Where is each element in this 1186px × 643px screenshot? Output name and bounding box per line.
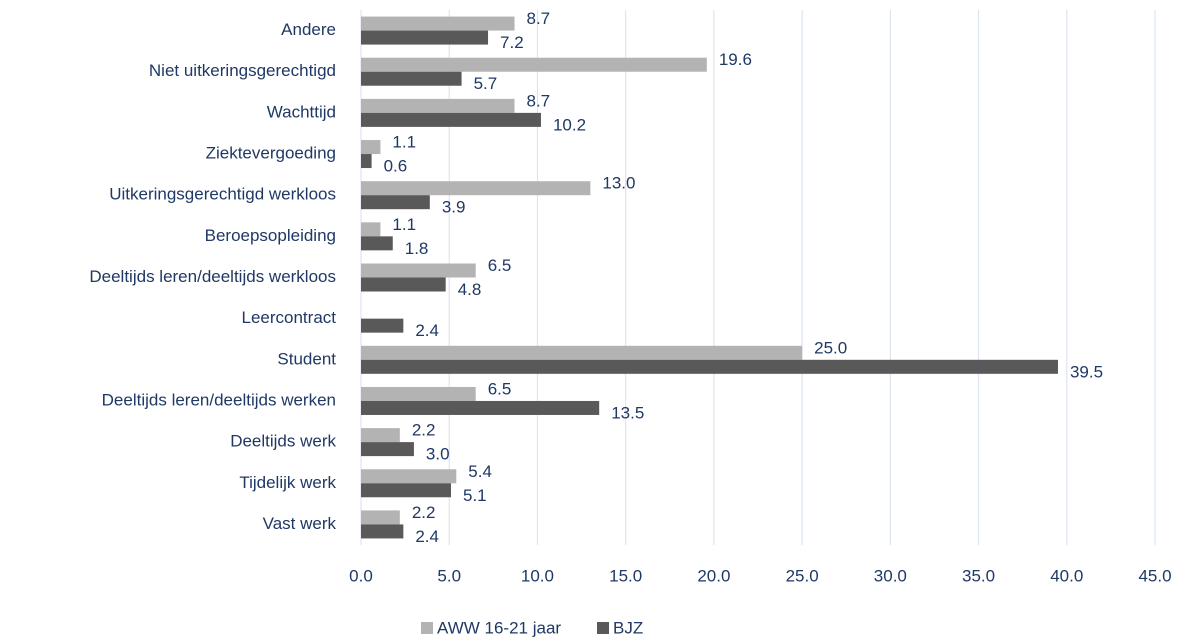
- x-tick-label: 20.0: [697, 566, 730, 585]
- data-label: 1.1: [392, 133, 416, 152]
- bar: [361, 386, 476, 401]
- bar: [361, 400, 600, 415]
- y-tick-label: Deeltijds leren/deeltijds werken: [102, 390, 336, 409]
- bar: [361, 442, 414, 457]
- data-label: 0.6: [384, 157, 408, 176]
- data-label: 10.2: [553, 115, 586, 134]
- bar: [361, 510, 400, 525]
- bar: [361, 71, 462, 86]
- bar: [361, 154, 372, 169]
- y-tick-label: Leercontract: [242, 308, 337, 327]
- data-label: 4.8: [458, 280, 482, 299]
- legend-label: AWW 16-21 jaar: [437, 618, 561, 637]
- data-label: 2.4: [415, 527, 439, 546]
- y-tick-label: Tijdelijk werk: [239, 473, 336, 492]
- data-label: 2.2: [412, 503, 436, 522]
- bar: [361, 98, 515, 113]
- data-label: 8.7: [527, 9, 551, 28]
- data-label: 1.8: [405, 239, 429, 258]
- legend-swatch: [421, 622, 433, 634]
- data-label: 19.6: [719, 50, 752, 69]
- data-label: 5.7: [474, 74, 498, 93]
- data-label: 6.5: [488, 379, 512, 398]
- y-tick-label: Wachttijd: [267, 102, 336, 121]
- bar: [361, 16, 515, 31]
- bar: [361, 345, 803, 360]
- bar: [361, 181, 591, 196]
- x-tick-label: 35.0: [962, 566, 995, 585]
- data-label: 3.0: [426, 445, 450, 464]
- bar: [361, 428, 400, 443]
- bar: [361, 112, 541, 127]
- bar: [361, 57, 707, 72]
- y-tick-label: Uitkeringsgerechtigd werkloos: [109, 185, 336, 204]
- data-label: 2.4: [415, 321, 439, 340]
- bar: [361, 469, 457, 484]
- legend-label: BJZ: [613, 618, 643, 637]
- x-tick-label: 30.0: [874, 566, 907, 585]
- bar: [361, 140, 381, 155]
- data-label: 5.1: [463, 486, 487, 505]
- x-tick-label: 10.0: [521, 566, 554, 585]
- data-label: 5.4: [468, 462, 492, 481]
- data-label: 13.5: [611, 403, 644, 422]
- data-label: 7.2: [500, 33, 524, 52]
- y-tick-label: Deeltijds leren/deeltijds werkloos: [89, 267, 336, 286]
- bar: [361, 263, 476, 278]
- y-tick-label: Vast werk: [263, 514, 337, 533]
- x-tick-label: 5.0: [437, 566, 461, 585]
- data-label: 6.5: [488, 256, 512, 275]
- data-label: 1.1: [392, 215, 416, 234]
- data-label: 8.7: [527, 91, 551, 110]
- bar: [361, 277, 446, 292]
- bar: [361, 359, 1058, 374]
- bar: [361, 483, 451, 498]
- bar: [361, 236, 393, 251]
- y-tick-label: Student: [277, 349, 336, 368]
- x-tick-label: 15.0: [609, 566, 642, 585]
- legend-swatch: [597, 622, 609, 634]
- bar: [361, 222, 381, 237]
- data-label: 3.9: [442, 198, 466, 217]
- bar: [361, 30, 489, 45]
- x-tick-label: 0.0: [349, 566, 373, 585]
- y-tick-label: Beroepsopleiding: [205, 226, 336, 245]
- y-tick-label: Niet uitkeringsgerechtigd: [149, 61, 336, 80]
- data-label: 39.5: [1070, 362, 1103, 381]
- y-tick-label: Ziektevergoeding: [206, 144, 336, 163]
- y-tick-label: Andere: [281, 20, 336, 39]
- bar: [361, 524, 404, 539]
- data-label: 2.2: [412, 421, 436, 440]
- x-tick-label: 45.0: [1138, 566, 1171, 585]
- x-tick-label: 40.0: [1050, 566, 1083, 585]
- x-tick-label: 25.0: [786, 566, 819, 585]
- data-label: 13.0: [602, 174, 635, 193]
- bar: [361, 318, 404, 333]
- bar: [361, 195, 430, 210]
- data-label: 25.0: [814, 338, 847, 357]
- y-tick-label: Deeltijds werk: [230, 432, 336, 451]
